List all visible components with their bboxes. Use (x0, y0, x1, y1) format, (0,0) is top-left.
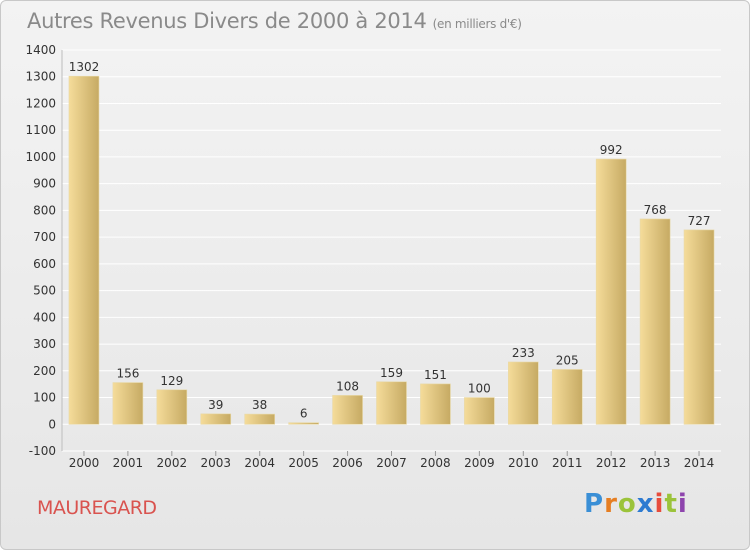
y-tick-label: 500 (33, 284, 56, 298)
value-label: 768 (644, 203, 667, 217)
x-tick-label: 2009 (464, 456, 495, 470)
value-label: 6 (300, 407, 308, 421)
y-tick-label: 0 (48, 417, 56, 431)
bar (376, 381, 407, 425)
x-tick-label: 2011 (552, 456, 583, 470)
x-tick-label: 2008 (420, 456, 451, 470)
y-tick-label: 200 (33, 364, 56, 378)
logo-letter: i (654, 489, 665, 519)
bar (507, 361, 539, 425)
bar (420, 383, 451, 425)
y-tick-label: -100 (29, 444, 56, 458)
x-tick-label: 2003 (200, 456, 231, 470)
y-tick-label: 1200 (25, 96, 56, 110)
x-tick-label: 2005 (288, 456, 319, 470)
y-tick-label: 1400 (25, 43, 56, 57)
x-tick-label: 2002 (157, 456, 188, 470)
value-label: 156 (116, 367, 139, 381)
y-tick-label: 600 (33, 257, 56, 271)
y-tick-label: 400 (33, 310, 56, 324)
x-tick-label: 2000 (69, 456, 100, 470)
x-tick-label: 2006 (332, 456, 363, 470)
value-label: 992 (600, 143, 623, 157)
y-tick-label: 100 (33, 391, 56, 405)
bar (68, 75, 100, 425)
logo-letter: P (584, 489, 605, 519)
x-tick-label: 2012 (596, 456, 627, 470)
bar (156, 389, 188, 425)
x-tick-label: 2013 (640, 456, 671, 470)
value-label: 129 (160, 374, 183, 388)
logo-letter: t (664, 489, 678, 519)
bar (332, 395, 363, 425)
value-label: 1302 (69, 60, 100, 74)
value-label: 39 (208, 398, 223, 412)
y-tick-label: 1000 (25, 150, 56, 164)
commune-name: MAUREGARD (37, 497, 157, 519)
bar (200, 413, 232, 425)
bar (551, 369, 583, 425)
value-label: 233 (512, 346, 535, 360)
y-tick-label: 1300 (25, 70, 56, 84)
bar (244, 413, 275, 425)
value-label: 151 (424, 368, 447, 382)
x-tick-label: 2010 (508, 456, 539, 470)
chart-title-text: Autres Revenus Divers de 2000 à 2014 (27, 9, 427, 33)
proxiti-logo: Proxiti (584, 489, 688, 519)
y-tick-label: 700 (33, 230, 56, 244)
bar (464, 397, 495, 425)
logo-letter: r (604, 489, 618, 519)
value-label: 108 (336, 379, 359, 393)
y-tick-label: 900 (33, 177, 56, 191)
bar (112, 382, 144, 425)
chart-title: Autres Revenus Divers de 2000 à 2014 (en … (27, 9, 522, 33)
y-tick-label: 800 (33, 203, 56, 217)
value-label: 205 (556, 353, 579, 367)
x-tick-label: 2014 (684, 456, 715, 470)
logo-letter: x (636, 489, 655, 519)
chart-subtitle: (en milliers d'€) (432, 17, 522, 31)
value-label: 727 (688, 214, 711, 228)
y-tick-label: 1100 (25, 123, 56, 137)
logo-letter: i (677, 489, 688, 519)
value-label: 38 (252, 398, 267, 412)
value-label: 159 (380, 366, 403, 380)
x-tick-label: 2001 (113, 456, 144, 470)
bar (595, 158, 627, 425)
bar (288, 422, 319, 425)
x-tick-label: 2004 (244, 456, 275, 470)
bar (683, 229, 715, 425)
value-label: 100 (468, 382, 491, 396)
x-tick-label: 2007 (376, 456, 407, 470)
logo-letter: o (617, 489, 637, 519)
bar (639, 218, 671, 425)
y-tick-label: 300 (33, 337, 56, 351)
